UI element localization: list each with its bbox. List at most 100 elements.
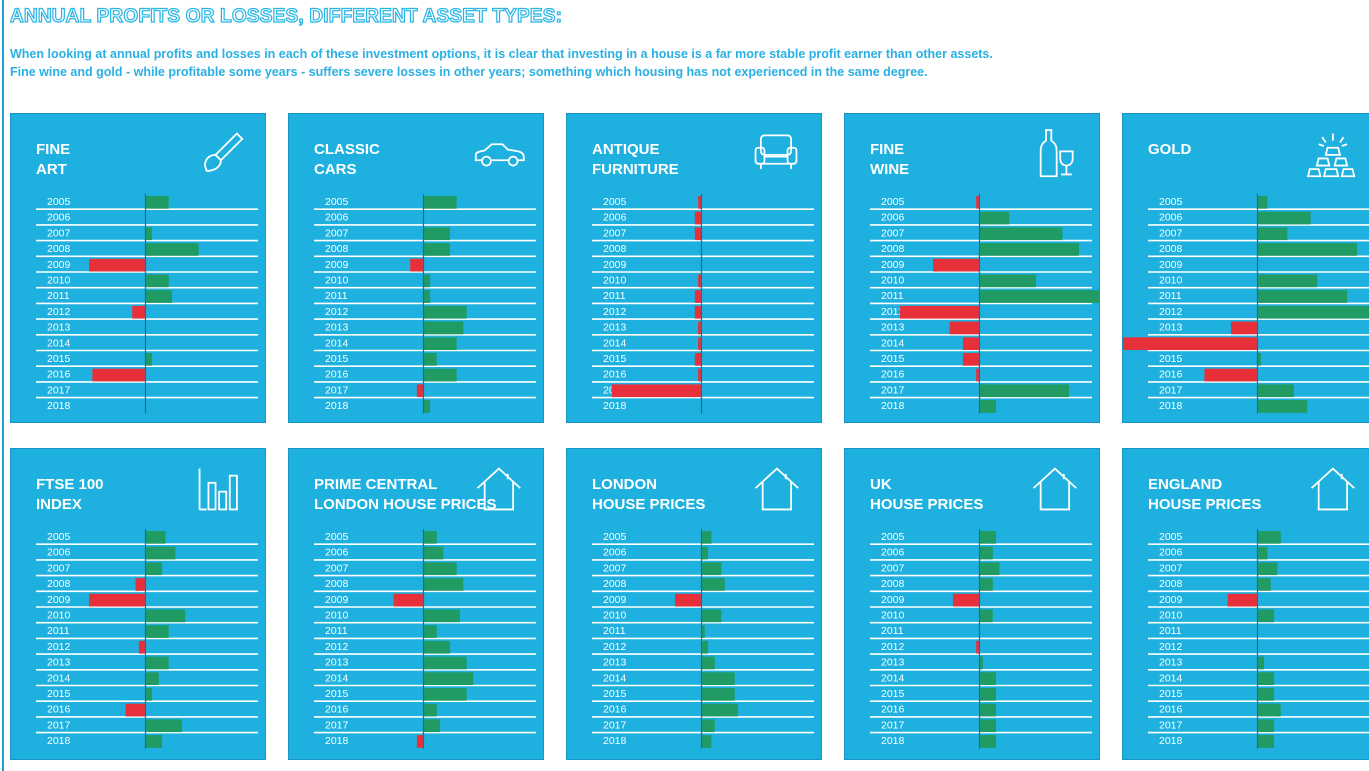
year-label: 2018 bbox=[603, 735, 627, 747]
year-label: 2006 bbox=[881, 547, 905, 559]
bar bbox=[1257, 719, 1275, 733]
bar bbox=[979, 703, 997, 717]
bar bbox=[1257, 353, 1261, 366]
year-label: 2005 bbox=[881, 196, 905, 208]
chart-title-line: INDEX bbox=[36, 496, 82, 513]
year-label: 2015 bbox=[1159, 688, 1183, 700]
bar bbox=[674, 593, 702, 607]
year-label: 2013 bbox=[325, 657, 349, 669]
chart-panel: FINE WINE 2005 2006 2007 2008 2009 2010 2011 2012… bbox=[844, 113, 1100, 423]
bar bbox=[979, 290, 1099, 303]
year-label: 2007 bbox=[47, 562, 71, 574]
chart-panel: GOLD 2005 2006 2007 2008 2009 2010 2011 2012 2013… bbox=[1122, 113, 1369, 423]
year-label: 2005 bbox=[1159, 531, 1183, 543]
year-label: 2008 bbox=[1159, 243, 1183, 255]
year-label: 2006 bbox=[881, 212, 905, 224]
chart-title: ANTIQUE FURNITURE bbox=[592, 140, 679, 180]
bar bbox=[979, 400, 997, 413]
year-label: 2013 bbox=[1159, 322, 1183, 334]
year-label: 2012 bbox=[325, 306, 349, 318]
chart-title-line: FINE bbox=[870, 141, 905, 158]
year-label: 2015 bbox=[47, 353, 71, 365]
bar bbox=[694, 353, 702, 366]
year-label: 2006 bbox=[1159, 212, 1183, 224]
bar bbox=[145, 274, 169, 288]
year-label: 2010 bbox=[881, 275, 905, 287]
year-label: 2012 bbox=[1159, 641, 1183, 653]
year-label: 2006 bbox=[1159, 547, 1183, 559]
year-label: 2014 bbox=[603, 337, 627, 349]
year-label: 2009 bbox=[325, 259, 349, 271]
year-label: 2013 bbox=[603, 322, 627, 334]
bar bbox=[979, 688, 997, 701]
year-label: 2014 bbox=[881, 337, 905, 349]
bar bbox=[1257, 578, 1271, 591]
chart-title-line: LONDON HOUSE PRICES bbox=[314, 496, 497, 513]
year-label: 2009 bbox=[47, 259, 71, 271]
bar bbox=[701, 640, 709, 654]
chart-panel: FTSE 100 INDEX 2005 2006 2007 2008 2009 2010 201… bbox=[10, 448, 266, 760]
year-label: 2010 bbox=[1159, 610, 1183, 622]
bar bbox=[393, 593, 424, 607]
year-label: 2010 bbox=[325, 610, 349, 622]
bar-chart: 2005 2006 2007 2008 2009 2010 2011 2012 2013 2014… bbox=[592, 194, 814, 414]
bar-chart-icon bbox=[191, 465, 249, 513]
chart-panel: LONDON HOUSE PRICES 2005 2006 2007 2008 2009 20… bbox=[566, 448, 822, 760]
bar bbox=[979, 531, 997, 544]
year-label: 2018 bbox=[325, 400, 349, 412]
year-label: 2010 bbox=[47, 610, 71, 622]
bar bbox=[1257, 672, 1275, 685]
bar bbox=[89, 593, 146, 607]
year-label: 2005 bbox=[47, 196, 71, 208]
year-label: 2017 bbox=[881, 384, 905, 396]
year-label: 2016 bbox=[603, 704, 627, 716]
bar bbox=[1257, 290, 1348, 303]
bar bbox=[145, 290, 173, 303]
year-label: 2015 bbox=[325, 688, 349, 700]
year-label: 2011 bbox=[603, 625, 626, 637]
bar bbox=[423, 546, 444, 560]
year-label: 2014 bbox=[47, 672, 71, 684]
bar-chart: 2005 2006 2007 2008 2009 2010 2011 2012 2013 2014… bbox=[1148, 529, 1369, 749]
bar bbox=[698, 274, 702, 288]
year-label: 2009 bbox=[603, 594, 627, 606]
bar bbox=[1257, 656, 1265, 670]
house-icon bbox=[469, 465, 527, 513]
house-icon-graphic bbox=[754, 467, 799, 511]
bar bbox=[694, 227, 702, 241]
bar-chart: 2005 2006 2007 2008 2009 2010 2011 2012 2013 2014… bbox=[870, 194, 1099, 414]
bar bbox=[145, 735, 163, 748]
bar bbox=[92, 368, 146, 382]
bar bbox=[1257, 243, 1358, 256]
wine-icon-graphic bbox=[1039, 129, 1074, 178]
bar bbox=[423, 274, 431, 288]
year-label: 2017 bbox=[325, 384, 349, 396]
gold-bars-icon-graphic bbox=[1306, 133, 1356, 178]
bar bbox=[89, 258, 146, 272]
chart-title-line: PRIME CENTRAL bbox=[314, 476, 438, 493]
bar bbox=[1204, 368, 1258, 382]
bar bbox=[952, 593, 980, 607]
bar bbox=[423, 337, 457, 350]
year-label: 2007 bbox=[881, 562, 905, 574]
year-label: 2017 bbox=[47, 719, 71, 731]
bar bbox=[979, 384, 1070, 398]
year-label: 2017 bbox=[1159, 719, 1183, 731]
bar bbox=[423, 196, 457, 209]
bar bbox=[979, 243, 1080, 256]
chart-panel: FINE ART 2005 2006 2007 2008 2009 2010 2011 2012 2… bbox=[10, 113, 266, 423]
bar bbox=[701, 672, 735, 685]
year-label: 2016 bbox=[47, 369, 71, 381]
year-label: 2006 bbox=[47, 212, 71, 224]
year-label: 2012 bbox=[325, 641, 349, 653]
year-label: 2006 bbox=[325, 547, 349, 559]
year-label: 2014 bbox=[881, 672, 905, 684]
bar bbox=[1257, 305, 1369, 319]
chart-title-line: LONDON bbox=[592, 476, 657, 493]
bar bbox=[423, 368, 457, 382]
year-label: 2013 bbox=[47, 322, 71, 334]
paintbrush-icon bbox=[191, 130, 249, 178]
year-label: 2010 bbox=[881, 610, 905, 622]
year-label: 2015 bbox=[47, 688, 71, 700]
bar bbox=[423, 656, 467, 670]
